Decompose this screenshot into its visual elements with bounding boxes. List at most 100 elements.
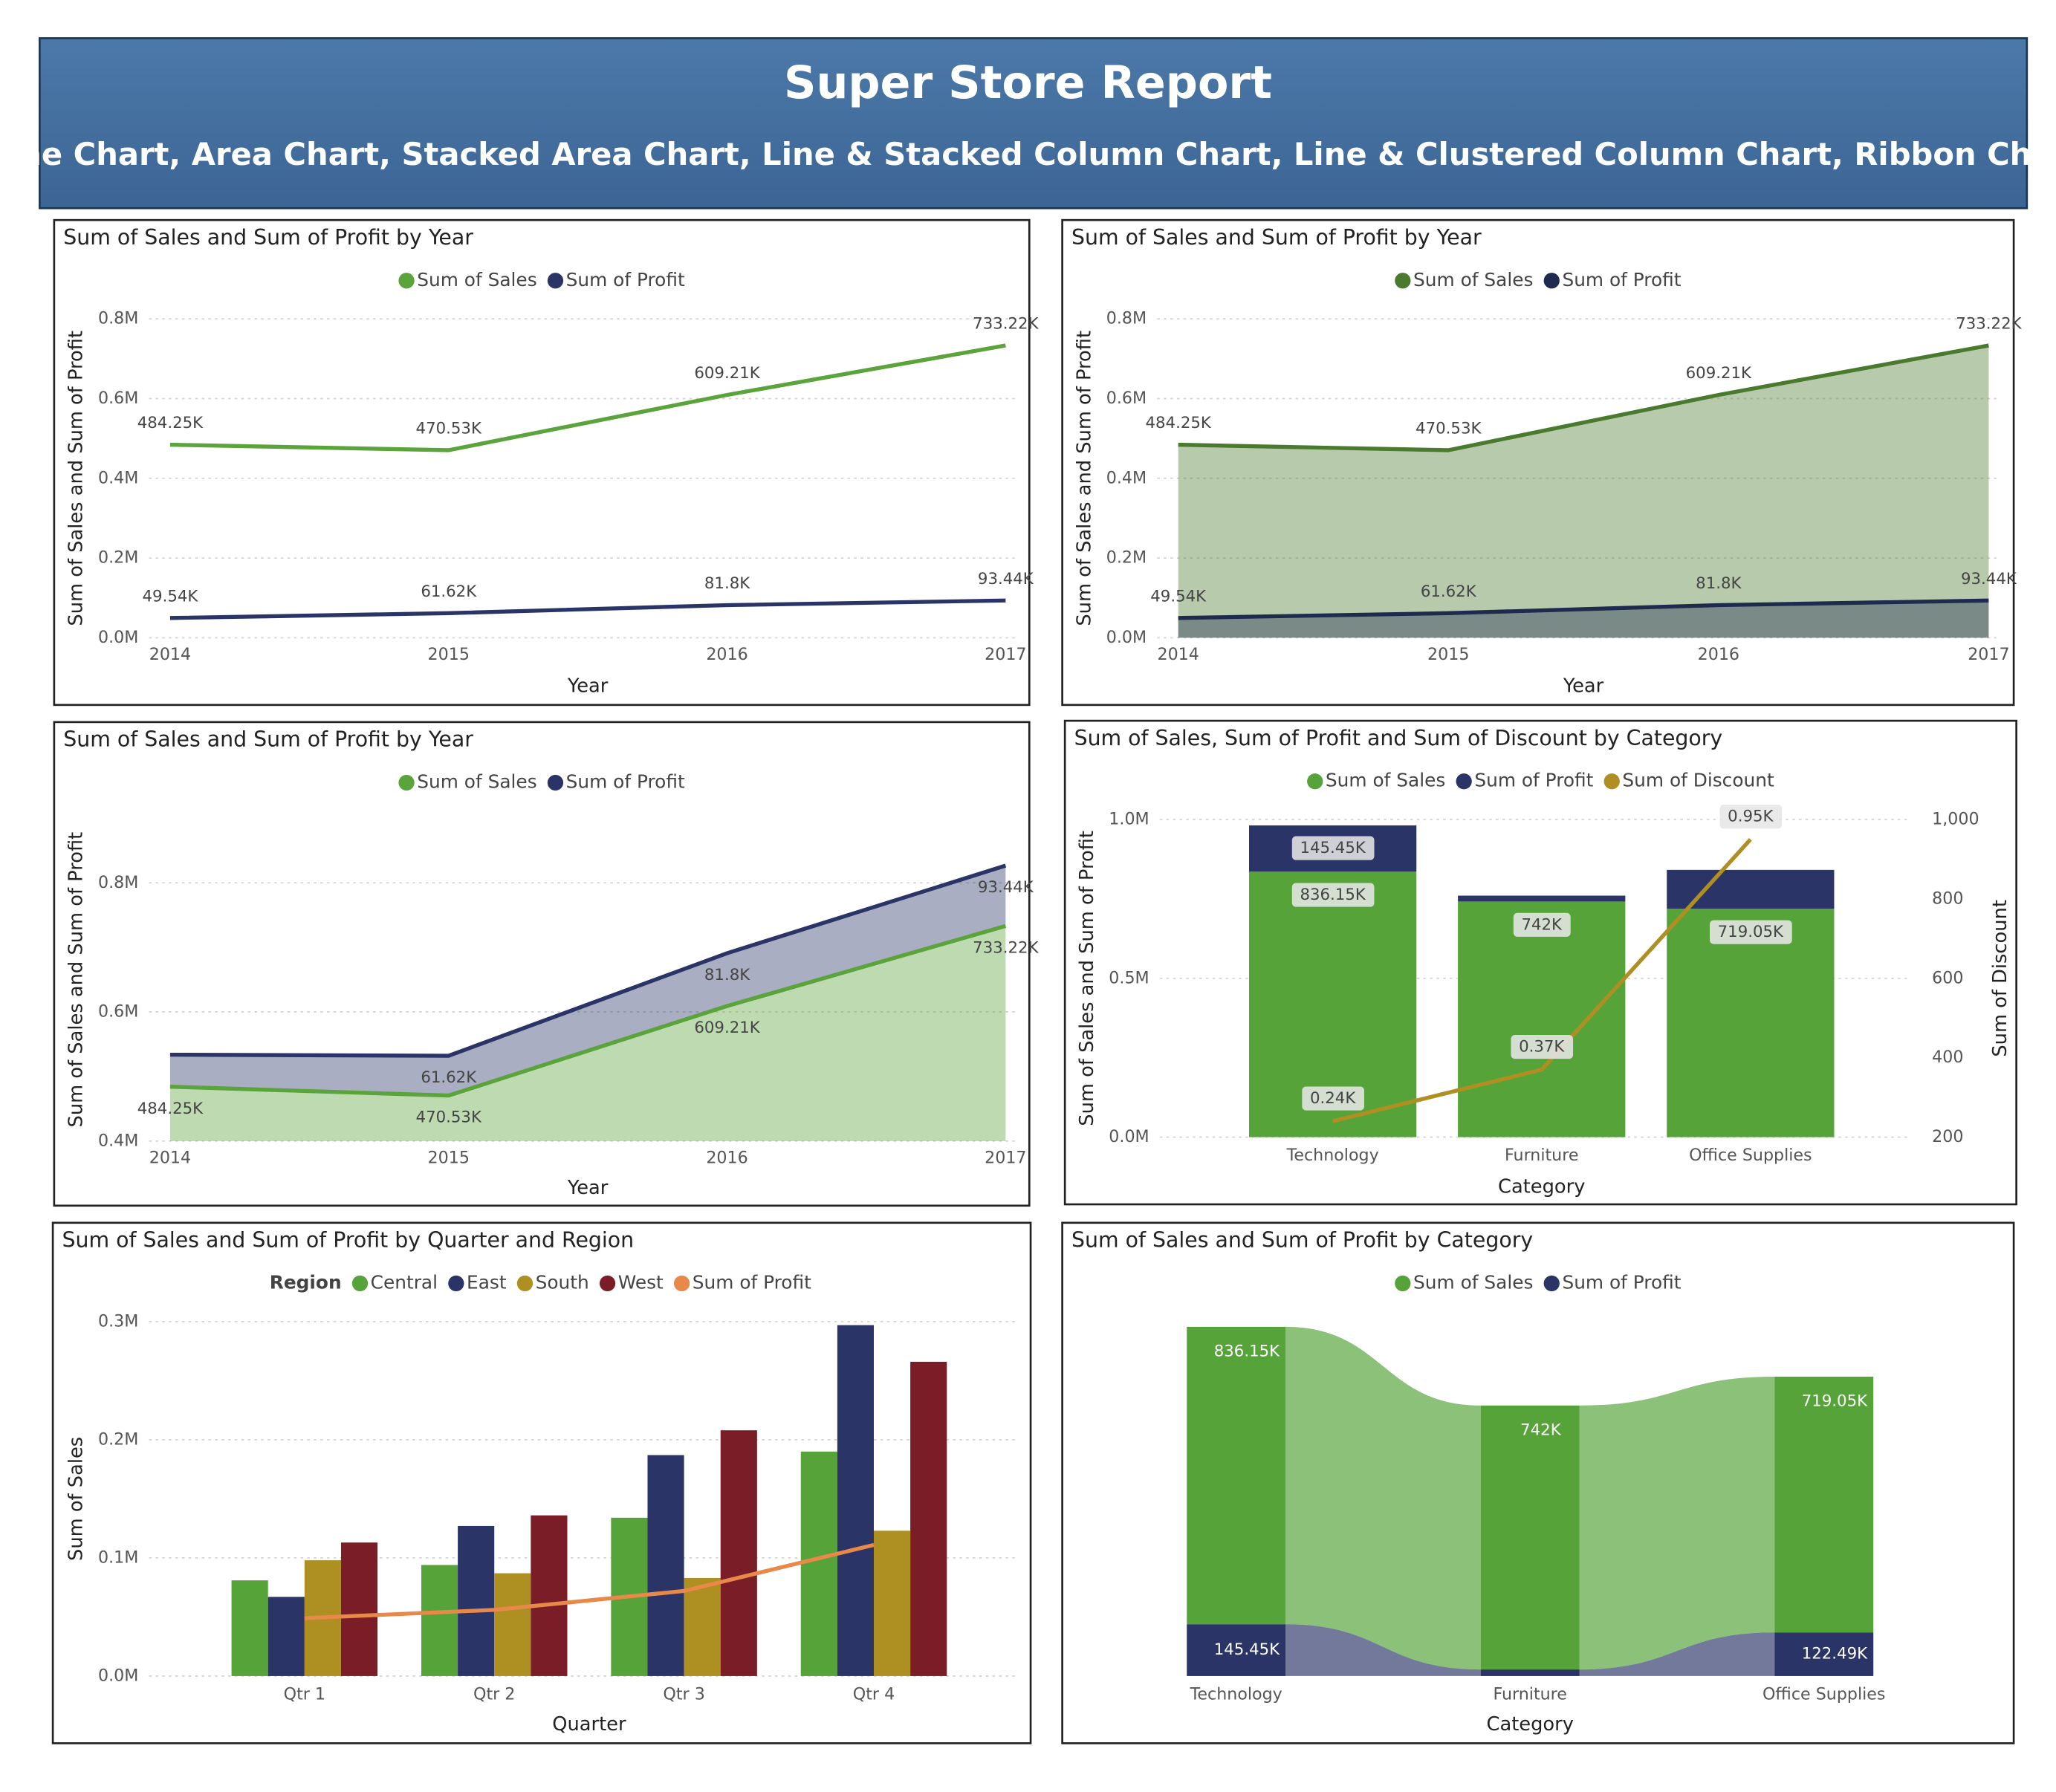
legend-marker [398, 273, 415, 289]
legend-marker [1543, 1275, 1560, 1292]
data-label: 836.15K [1300, 886, 1366, 904]
x-tick-label: 2014 [1157, 645, 1199, 664]
data-label: 49.54K [1150, 587, 1207, 606]
data-label: 93.44K [1961, 570, 2017, 588]
panel-border [53, 218, 1031, 707]
x-tick-label: Furniture [1493, 1684, 1566, 1704]
data-label: 609.21K [694, 364, 760, 383]
data-label: 719.05K [1718, 923, 1784, 941]
legend-marker [1395, 1275, 1411, 1292]
data-label: 93.44K [978, 570, 1034, 588]
legend-label: Sum of Sales [417, 770, 536, 792]
bar [1458, 895, 1626, 902]
bar [340, 1542, 378, 1676]
y-tick-label: 0.8M [1106, 309, 1147, 328]
legend-label: West [618, 1271, 664, 1293]
data-label: 81.8K [1696, 574, 1742, 593]
x-tick-label: 2016 [706, 645, 748, 664]
y2-tick-label: 200 [1932, 1127, 1963, 1146]
x-tick-label: Technology [1286, 1146, 1379, 1165]
data-label: 61.62K [421, 1068, 477, 1087]
y-tick-label: 0.1M [98, 1548, 138, 1567]
data-label: 719.05K [1802, 1392, 1868, 1411]
line [1178, 343, 1989, 452]
chart-panel: Sum of Sales and Sum of Profit by Year 0.… [53, 218, 1040, 707]
y-axis-title: Sum of Sales and Sum of Profit [65, 832, 88, 1128]
data-label: 484.25K [137, 1100, 204, 1118]
legend-label: Sum of Discount [1622, 770, 1774, 791]
legend-label: Sum of Sales [1413, 1271, 1533, 1293]
data-label: 609.21K [1686, 364, 1752, 383]
bar [684, 1577, 721, 1676]
y-tick-label: 0.5M [1109, 968, 1149, 987]
header-banner [39, 37, 2029, 210]
x-tick-label: Furniture [1505, 1146, 1578, 1165]
bar [1480, 1405, 1580, 1670]
area [169, 926, 1006, 1141]
chart-title: Sum of Sales and Sum of Profit by Year [63, 727, 473, 752]
y-axis-title: Sum of Sales and Sum of Profit [1073, 331, 1095, 626]
data-label: 484.25K [1146, 414, 1212, 432]
legend: Sum of Sales Sum of Profit [398, 770, 685, 792]
bar [421, 1565, 458, 1676]
y2-axis-title: Sum of Discount [1989, 900, 2011, 1057]
data-label-background [1291, 836, 1375, 860]
data-label: 470.53K [416, 420, 482, 438]
ribbon [1579, 1632, 1775, 1676]
legend: Sum of Sales Sum of Profit Sum of Discount [1307, 770, 1774, 791]
chart-title: Sum of Sales and Sum of Profit by Catego… [1071, 1228, 1533, 1253]
line [169, 598, 1006, 620]
data-label: 145.45K [1214, 1640, 1280, 1659]
x-tick-label: 2014 [149, 645, 191, 664]
bar [1667, 909, 1835, 1137]
bar [910, 1361, 947, 1676]
legend-label: East [467, 1271, 507, 1293]
data-label: 836.15K [1214, 1343, 1280, 1361]
legend-marker [398, 774, 415, 791]
report-title: Super Store Report [784, 57, 1272, 109]
data-label-background [1710, 920, 1792, 944]
chart-panel: Sum of Sales and Sum of Profit by Year 0.… [1061, 218, 2023, 707]
y-tick-label: 1.0M [1109, 810, 1149, 829]
data-label-background [1511, 1035, 1574, 1059]
legend-label: Sum of Sales [1413, 269, 1533, 290]
legend-marker [599, 1275, 616, 1292]
x-axis-title: Year [567, 1177, 609, 1199]
bar [720, 1430, 757, 1676]
line [169, 343, 1006, 452]
data-label-background [1719, 805, 1783, 829]
legend-marker [547, 273, 564, 289]
y-tick-label: 0.4M [98, 468, 138, 487]
legend: Sum of Sales Sum of Profit [1395, 269, 1682, 290]
y-tick-label: 0.4M [98, 1131, 138, 1150]
data-label: 609.21K [694, 1019, 760, 1037]
y-tick-label: 0.0M [98, 628, 138, 647]
bar [1458, 901, 1626, 1137]
y-axis-title: Sum of Sales and Sum of Profit [1076, 831, 1098, 1126]
bar [531, 1515, 568, 1676]
y-tick-label: 0.3M [98, 1311, 138, 1331]
legend: Sum of Sales Sum of Profit [1395, 1271, 1682, 1293]
x-tick-label: Office Supplies [1762, 1684, 1885, 1704]
data-label: 145.45K [1300, 839, 1366, 857]
legend-marker [1456, 773, 1472, 790]
y-tick-label: 0.2M [1106, 548, 1147, 568]
x-tick-label: Qtr 2 [473, 1684, 515, 1704]
data-label: 122.49K [1802, 1645, 1868, 1663]
chart-title: Sum of Sales and Sum of Profit by Year [63, 225, 473, 250]
x-axis-title: Category [1498, 1175, 1585, 1198]
y-tick-label: 0.0M [98, 1666, 138, 1685]
panel-border [1061, 218, 2015, 707]
area [1178, 345, 1989, 638]
data-label: 742K [1521, 915, 1563, 934]
x-axis-title: Category [1487, 1713, 1574, 1736]
x-tick-label: 2017 [1968, 645, 2009, 664]
area [1178, 600, 1989, 638]
x-tick-label: 2016 [1698, 645, 1739, 664]
bar [1774, 1632, 1874, 1676]
data-label: 742K [1520, 1421, 1562, 1439]
chart-panel: Sum of Sales and Sum of Profit by Year 0.… [53, 721, 1040, 1207]
legend-marker [516, 1275, 534, 1292]
